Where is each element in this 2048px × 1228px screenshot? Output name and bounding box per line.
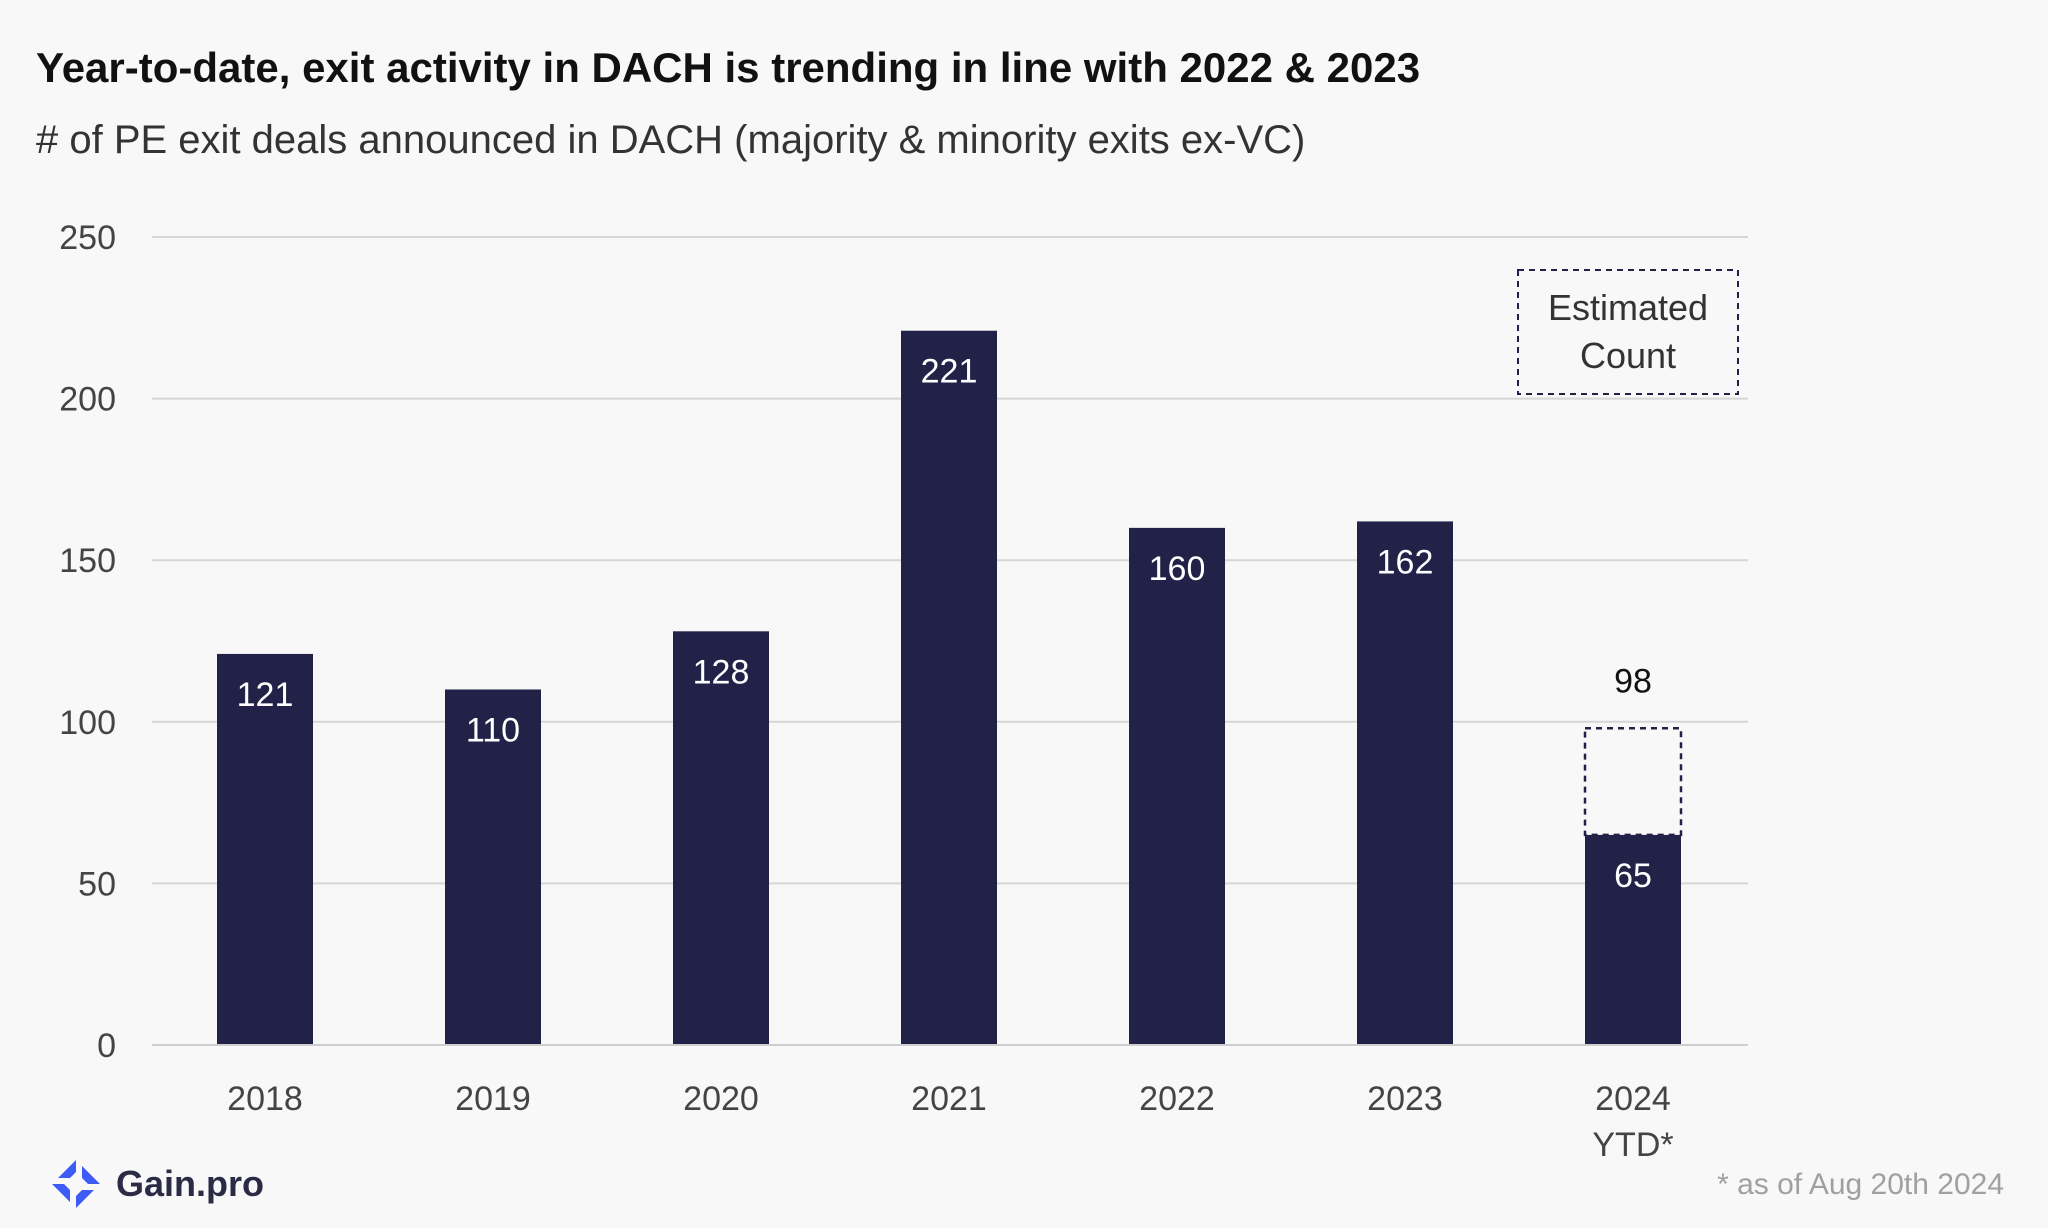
x-tick-label: 2023	[1367, 1080, 1443, 1118]
x-tick-label: 2019	[455, 1080, 531, 1118]
y-tick-label: 150	[59, 542, 116, 580]
bar-value-label: 160	[1149, 550, 1206, 588]
bar-value-label: 110	[466, 711, 520, 749]
bar-value-label: 221	[921, 353, 978, 391]
brand-name: Gain.pro	[116, 1163, 265, 1204]
x-tick-label: YTD*	[1592, 1126, 1673, 1164]
y-tick-label: 100	[59, 704, 116, 742]
y-tick-label: 200	[59, 381, 116, 419]
legend-label: Estimated	[1548, 287, 1708, 328]
chart-subtitle: # of PE exit deals announced in DACH (ma…	[36, 118, 1306, 162]
x-tick-label: 2020	[683, 1080, 759, 1118]
x-tick-label: 2022	[1139, 1080, 1215, 1118]
bar	[1129, 527, 1225, 1045]
x-tick-label: 2021	[911, 1080, 987, 1118]
estimated-bar-outline	[1583, 727, 1683, 837]
y-tick-label: 0	[97, 1027, 116, 1065]
x-tick-label: 2024	[1595, 1080, 1671, 1118]
footnote: * as of Aug 20th 2024	[1717, 1168, 2004, 1201]
chart-title: Year-to-date, exit activity in DACH is t…	[36, 44, 1421, 91]
bar-value-label: 162	[1377, 543, 1434, 581]
y-tick-label: 50	[78, 865, 116, 903]
bar	[445, 689, 541, 1045]
bar-value-label: 65	[1614, 857, 1652, 895]
gain-pro-logo-icon	[52, 1160, 100, 1208]
bar	[673, 631, 769, 1045]
bar-value-label: 121	[237, 676, 294, 714]
bar	[1357, 521, 1453, 1045]
bar-value-label: 128	[693, 653, 750, 691]
bar	[217, 653, 313, 1045]
brand-logo: Gain.pro	[48, 1156, 264, 1212]
legend-label: Count	[1580, 335, 1676, 376]
x-tick-label: 2018	[227, 1080, 303, 1118]
estimated-value-label: 98	[1614, 662, 1652, 700]
y-tick-label: 250	[59, 219, 116, 257]
legend-box	[1517, 269, 1739, 395]
bar	[1585, 834, 1681, 1045]
bar	[901, 330, 997, 1045]
